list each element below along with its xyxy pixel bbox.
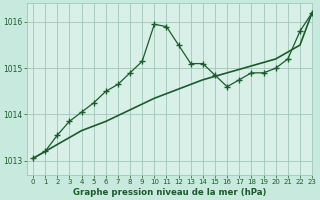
X-axis label: Graphe pression niveau de la mer (hPa): Graphe pression niveau de la mer (hPa) [73, 188, 266, 197]
